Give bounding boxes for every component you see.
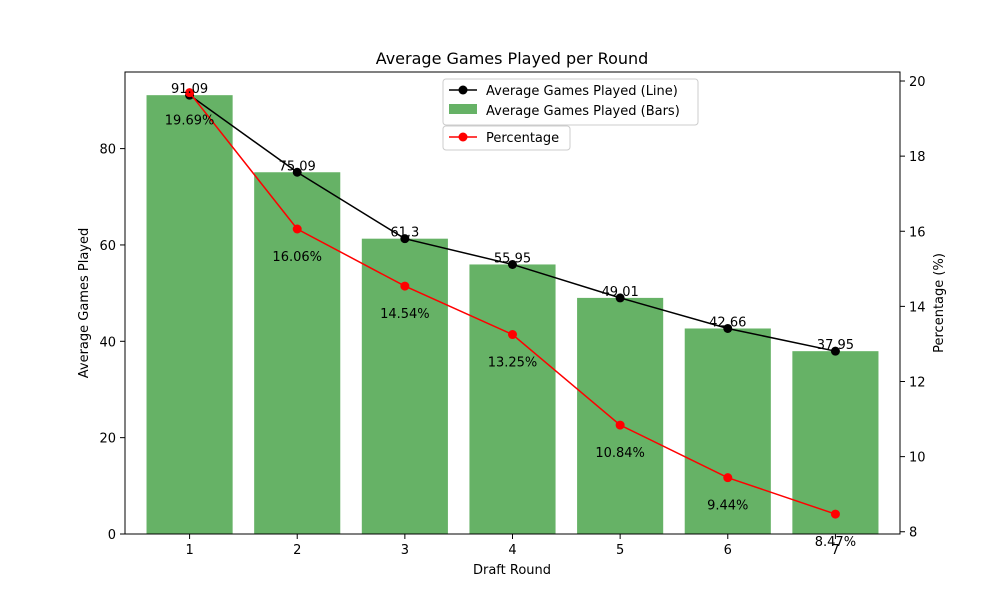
games-point-5 <box>615 293 625 303</box>
games-point-3 <box>400 234 410 244</box>
y-axis-right: 8 10 12 14 16 18 20 <box>900 75 926 541</box>
x-tick-label-5: 5 <box>616 543 624 558</box>
legend-item-line: Average Games Played (Line) <box>449 84 678 99</box>
percentage-point-2 <box>292 224 302 234</box>
legend-item-bars: Average Games Played (Bars) <box>449 104 680 119</box>
y2-tick-label-14: 14 <box>909 300 926 315</box>
bar-7 <box>792 351 879 534</box>
bar-series <box>146 95 879 534</box>
x-tick-label-7: 7 <box>831 543 839 558</box>
y-axis-label: Average Games Played <box>77 228 92 378</box>
y2-tick-label-12: 12 <box>909 376 926 391</box>
x-tick-label-2: 2 <box>293 543 301 558</box>
percentage-label-5: 10.84% <box>595 446 645 461</box>
percentage-point-3 <box>400 281 410 291</box>
y-tick-label-0: 0 <box>108 528 116 543</box>
legend-label-bars: Average Games Played (Bars) <box>486 104 680 119</box>
y-tick-label-20: 20 <box>99 432 116 447</box>
legend-label-line: Average Games Played (Line) <box>486 84 678 99</box>
y-tick-label-40: 40 <box>99 335 116 350</box>
games-label-1: 91.09 <box>171 82 208 97</box>
percentage-point-7 <box>830 509 840 519</box>
percentage-label-3: 14.54% <box>380 307 430 322</box>
legend-label-percentage: Percentage <box>486 131 559 146</box>
games-point-4 <box>508 259 517 269</box>
percentage-label-1: 19.69% <box>165 114 215 129</box>
x-tick-label-1: 1 <box>185 543 193 558</box>
chart-title: Average Games Played per Round <box>376 49 649 68</box>
data-labels: 91.09 75.09 61.3 55.95 49.01 42.66 37.95 19.69%… <box>165 82 856 550</box>
y-tick-label-80: 80 <box>99 143 116 158</box>
bar-1 <box>146 95 233 534</box>
percentage-label-7: 8.47% <box>815 535 856 550</box>
legend-secondary: Percentage <box>442 125 571 151</box>
games-point-7 <box>830 346 840 356</box>
x-tick-label-3: 3 <box>401 543 409 558</box>
x-tick-label-6: 6 <box>724 543 732 558</box>
y2-tick-label-20: 20 <box>909 75 926 90</box>
games-label-6: 42.66 <box>709 315 746 330</box>
games-label-7: 37.95 <box>817 338 854 353</box>
percentage-point-4 <box>508 330 517 340</box>
y-axis-left: 0 20 40 60 80 <box>99 143 125 543</box>
y2-tick-label-10: 10 <box>909 451 926 466</box>
x-axis: 1 2 3 4 5 6 7 <box>185 534 840 558</box>
percentage-label-4: 13.25% <box>488 356 538 371</box>
y2-axis-label: Percentage (%) <box>932 253 947 353</box>
bar-5 <box>577 297 664 534</box>
line-series <box>185 88 840 519</box>
percentage-label-6: 9.44% <box>707 499 748 514</box>
y-tick-label-60: 60 <box>99 239 116 254</box>
games-point-2 <box>292 167 302 177</box>
percentage-point-1 <box>185 88 195 98</box>
x-axis-label: Draft Round <box>473 563 551 578</box>
percentage-label-2: 16.06% <box>272 250 322 265</box>
bar-6 <box>684 328 771 534</box>
y2-tick-label-16: 16 <box>909 225 926 240</box>
games-label-4: 55.95 <box>494 251 531 266</box>
games-label-3: 61.3 <box>390 226 419 241</box>
games-label-2: 75.09 <box>279 159 316 174</box>
games-point-6 <box>723 323 733 333</box>
legend-item-percentage: Percentage <box>449 131 559 146</box>
games-label-5: 49.01 <box>602 285 639 300</box>
y2-tick-label-18: 18 <box>909 150 926 165</box>
legend-primary: Average Games Played (Line) Average Game… <box>442 78 699 126</box>
x-tick-label-4: 4 <box>508 543 516 558</box>
y2-tick-label-8: 8 <box>909 526 917 541</box>
percentage-point-5 <box>615 420 625 430</box>
bar-4 <box>469 264 556 534</box>
percentage-point-6 <box>723 473 733 483</box>
